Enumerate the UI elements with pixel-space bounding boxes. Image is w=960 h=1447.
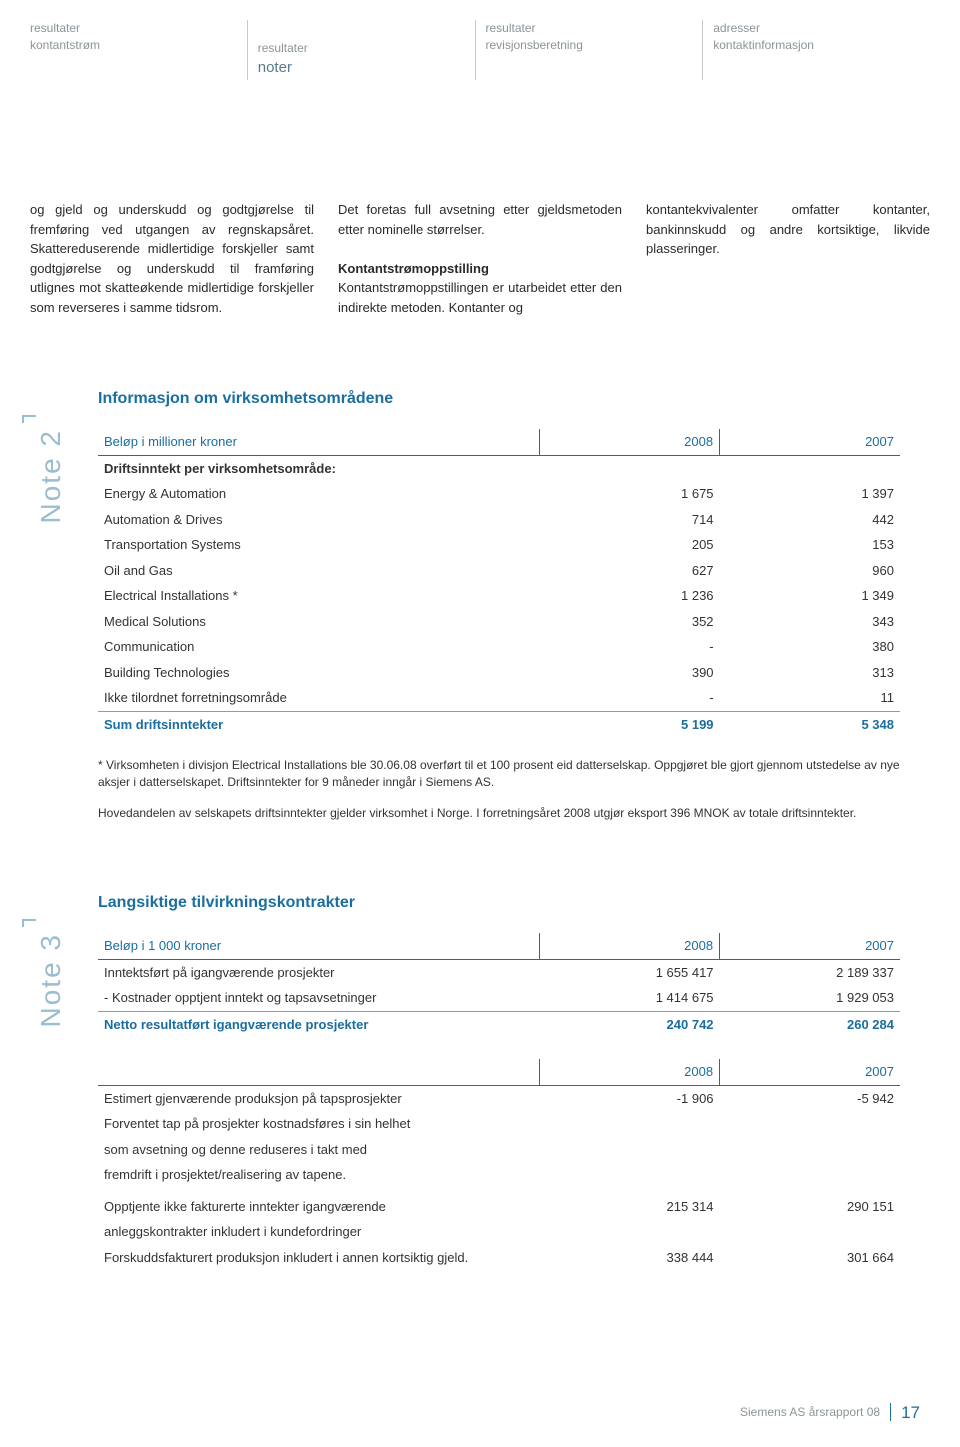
body-col-3: kontantekvivalenter omfatter kontanter, … (646, 200, 930, 317)
cell: 153 (720, 532, 900, 558)
body-col2-heading: Kontantstrømoppstilling (338, 261, 489, 276)
note-tick-icon (22, 415, 36, 423)
nav-line: resultater (486, 20, 703, 37)
body-col-2: Det foretas full avsetning etter gjeldsm… (338, 200, 622, 317)
cell: 390 (539, 660, 719, 686)
cell: Estimert gjenværende produksjon på tapsp… (98, 1085, 539, 1111)
table-subheader: Driftsinntekt per virksomhetsområde: (98, 455, 539, 481)
cell: som avsetning og denne reduseres i takt … (98, 1137, 539, 1163)
cell: 1 397 (720, 481, 900, 507)
table-header (98, 1059, 539, 1085)
cell: 2 189 337 (720, 959, 900, 985)
cell: -1 906 (539, 1085, 719, 1111)
table-header: Beløp i 1 000 kroner (98, 933, 539, 959)
nav-line: resultater (30, 20, 247, 37)
cell-sum: 5 199 (539, 711, 719, 737)
note-2-label: Note 2 (30, 429, 78, 530)
cell: Inntektsført på igangværende prosjekter (98, 959, 539, 985)
cell: fremdrift i prosjektet/realisering av ta… (98, 1162, 539, 1188)
page-footer: Siemens AS årsrapport 08 17 (740, 1400, 920, 1426)
cell: 627 (539, 558, 719, 584)
cell: -5 942 (720, 1085, 900, 1111)
cell-sum: Sum driftsinntekter (98, 711, 539, 737)
cell: 1 349 (720, 583, 900, 609)
cell: - (539, 685, 719, 711)
note-2-footnote-1: * Virksomheten i divisjon Electrical Ins… (98, 757, 960, 791)
body-col2-p1: Det foretas full avsetning etter gjeldsm… (338, 202, 622, 237)
cell: Electrical Installations * (98, 583, 539, 609)
nav-line: kontaktinformasjon (713, 37, 930, 54)
cell: 338 444 (539, 1245, 719, 1271)
cell: anleggskontrakter inkludert i kundefordr… (98, 1219, 539, 1245)
cell: Forskuddsfakturert produksjon inkludert … (98, 1245, 539, 1271)
nav-col-2: resultater noter (247, 20, 475, 80)
note-2-title: Informasjon om virksomhetsområdene (98, 387, 900, 411)
cell: Forventet tap på prosjekter kostnadsføre… (98, 1111, 539, 1137)
cell: 714 (539, 507, 719, 533)
note-3-label: Note 3 (30, 933, 78, 1034)
nav-col-1: resultater kontantstrøm (30, 20, 247, 80)
table-header: 2007 (720, 429, 900, 455)
cell: 352 (539, 609, 719, 635)
cell: 215 314 (539, 1194, 719, 1220)
note-2-section: Informasjon om virksomhetsområdene Note … (0, 317, 960, 737)
cell: 1 414 675 (539, 985, 719, 1011)
cell: 442 (720, 507, 900, 533)
cell: Energy & Automation (98, 481, 539, 507)
page-number: 17 (901, 1400, 920, 1426)
body-columns: og gjeld og underskudd og godtgjørelse t… (0, 80, 960, 317)
cell: 1 929 053 (720, 985, 900, 1011)
table-header: 2008 (539, 429, 719, 455)
table-header: 2008 (539, 933, 719, 959)
cell-sum: 5 348 (720, 711, 900, 737)
note-3-title: Langsiktige tilvirkningskontrakter (98, 891, 900, 915)
nav-line-active: noter (258, 57, 475, 78)
cell: Ikke tilordnet forretningsområde (98, 685, 539, 711)
cell: 1 236 (539, 583, 719, 609)
note-3-table-2: 2008 2007 Estimert gjenværende produksjo… (98, 1059, 900, 1270)
body-col2-p2: Kontantstrømoppstillingen er utarbeidet … (338, 280, 622, 315)
cell: 1 675 (539, 481, 719, 507)
cell: 343 (720, 609, 900, 635)
footer-text: Siemens AS årsrapport 08 (740, 1403, 880, 1421)
cell: 205 (539, 532, 719, 558)
cell: 1 655 417 (539, 959, 719, 985)
cell: Building Technologies (98, 660, 539, 686)
cell-sum: Netto resultatført igangværende prosjekt… (98, 1011, 539, 1037)
nav-line: kontantstrøm (30, 37, 247, 54)
note-3-section: Langsiktige tilvirkningskontrakter Note … (0, 821, 960, 1270)
nav-line: adresser (713, 20, 930, 37)
cell: 11 (720, 685, 900, 711)
cell: Medical Solutions (98, 609, 539, 635)
cell: - Kostnader opptjent inntekt og tapsavse… (98, 985, 539, 1011)
table-header: 2008 (539, 1059, 719, 1085)
nav-line: revisjonsberetning (486, 37, 703, 54)
cell: 380 (720, 634, 900, 660)
note-tick-icon (22, 919, 36, 927)
cell: Communication (98, 634, 539, 660)
nav-col-4: adresser kontaktinformasjon (702, 20, 930, 80)
cell: Transportation Systems (98, 532, 539, 558)
cell: - (539, 634, 719, 660)
cell: Automation & Drives (98, 507, 539, 533)
body-col-1: og gjeld og underskudd og godtgjørelse t… (30, 200, 314, 317)
cell-sum: 260 284 (720, 1011, 900, 1037)
cell: 301 664 (720, 1245, 900, 1271)
nav-line: resultater (258, 40, 475, 57)
cell-sum: 240 742 (539, 1011, 719, 1037)
cell: 960 (720, 558, 900, 584)
note-2-footnote-2: Hovedandelen av selskapets driftsinntekt… (98, 805, 960, 822)
nav-col-3: resultater revisjonsberetning (475, 20, 703, 80)
note-2-table: Beløp i millioner kroner 2008 2007 Drift… (98, 429, 900, 737)
table-header: Beløp i millioner kroner (98, 429, 539, 455)
table-header: 2007 (720, 933, 900, 959)
cell: Oil and Gas (98, 558, 539, 584)
note-3-table-1: Beløp i 1 000 kroner 2008 2007 Inntektsf… (98, 933, 900, 1037)
cell: 290 151 (720, 1194, 900, 1220)
footer-divider-icon (890, 1403, 891, 1421)
cell: 313 (720, 660, 900, 686)
table-header: 2007 (720, 1059, 900, 1085)
section-tabs: resultater kontantstrøm resultater noter… (0, 0, 960, 80)
cell: Opptjente ikke fakturerte inntekter igan… (98, 1194, 539, 1220)
